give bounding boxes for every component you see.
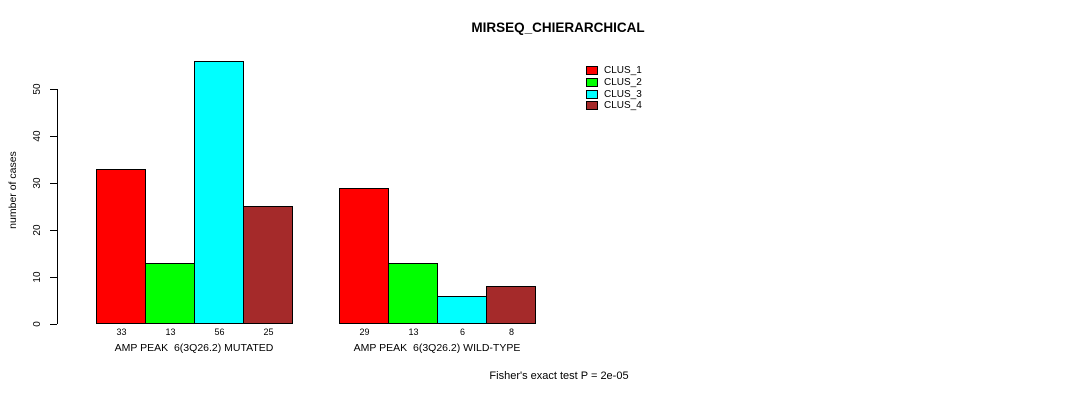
y-tick-label-0: 0	[32, 321, 43, 327]
legend-swatch-clus_4	[586, 101, 598, 110]
bar-value-label: 13	[408, 327, 419, 337]
x-group-label-1: AMP PEAK 6(3Q26.2) MUTATED	[114, 342, 274, 354]
legend-label-clus_3: CLUS_3	[604, 89, 642, 100]
x-group-label-2: AMP PEAK 6(3Q26.2) WILD-TYPE	[353, 342, 521, 354]
bar-clus_3-group2	[437, 296, 487, 324]
y-tick-40	[50, 136, 57, 137]
y-axis-title: number of cases	[7, 151, 19, 229]
bar-clus_4-group2	[486, 286, 536, 324]
bar-clus_4-group1	[243, 206, 293, 324]
y-tick-0	[50, 324, 57, 325]
bar-value-label: 29	[359, 327, 370, 337]
bar-value-label: 56	[214, 327, 225, 337]
bar-clus_2-group1	[145, 263, 195, 324]
y-axis-line	[57, 89, 58, 324]
y-tick-label-20: 20	[32, 224, 43, 236]
y-tick-label-40: 40	[32, 130, 43, 142]
legend-swatch-clus_3	[586, 90, 598, 99]
bar-value-label: 33	[116, 327, 127, 337]
y-tick-label-30: 30	[32, 177, 43, 189]
bar-value-label: 25	[263, 327, 274, 337]
bar-value-label: 8	[508, 327, 515, 337]
chart-title: MIRSEQ_CHIERARCHICAL	[471, 20, 645, 35]
bar-clus_1-group1	[96, 169, 146, 324]
legend-swatch-clus_2	[586, 78, 598, 87]
legend-label-clus_2: CLUS_2	[604, 77, 642, 88]
y-tick-label-10: 10	[32, 271, 43, 283]
y-tick-30	[50, 183, 57, 184]
bar-value-label: 13	[165, 327, 176, 337]
bar-clus_2-group2	[388, 263, 438, 324]
y-tick-50	[50, 89, 57, 90]
legend-label-clus_4: CLUS_4	[604, 100, 642, 111]
y-tick-20	[50, 230, 57, 231]
y-tick-10	[50, 277, 57, 278]
bar-clus_3-group1	[194, 61, 244, 324]
legend-label-clus_1: CLUS_1	[604, 65, 642, 76]
bar-clus_1-group2	[339, 188, 389, 324]
bar-value-label: 6	[459, 327, 466, 337]
legend-swatch-clus_1	[586, 66, 598, 75]
annotation-fisher-test: Fisher's exact test P = 2e-05	[489, 370, 629, 382]
y-tick-label-50: 50	[32, 83, 43, 95]
